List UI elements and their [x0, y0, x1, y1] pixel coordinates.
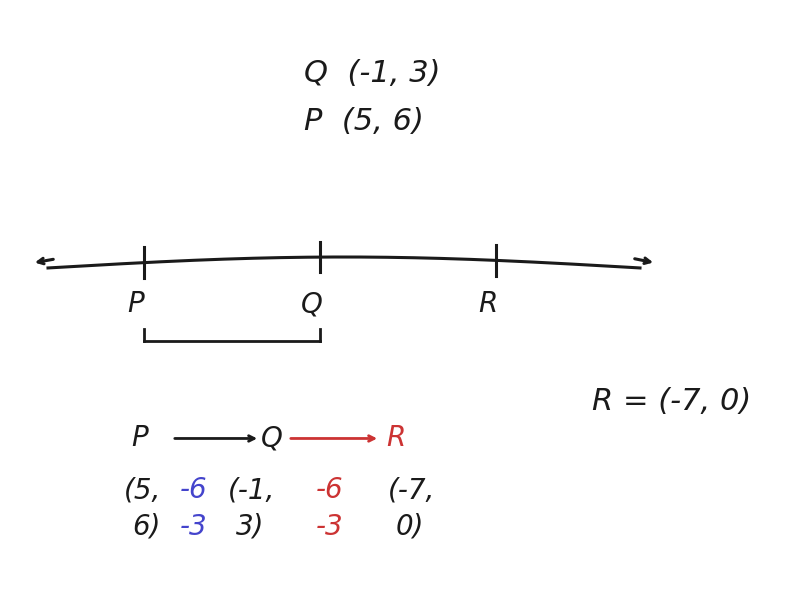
Text: Q: Q — [261, 424, 283, 452]
Text: (5,: (5, — [124, 476, 162, 504]
Text: -6: -6 — [180, 476, 208, 504]
Text: P: P — [128, 290, 144, 319]
Text: -3: -3 — [180, 513, 208, 541]
Text: Q: Q — [301, 290, 323, 319]
Text: -6: -6 — [316, 476, 344, 504]
Text: R = (-7, 0): R = (-7, 0) — [592, 387, 751, 417]
Text: -3: -3 — [316, 513, 344, 541]
Text: 3): 3) — [236, 513, 265, 541]
Text: (-7,: (-7, — [388, 476, 435, 504]
Text: 6): 6) — [132, 513, 161, 541]
Text: P: P — [132, 424, 148, 452]
Text: R: R — [386, 424, 406, 452]
Text: Q  (-1, 3): Q (-1, 3) — [304, 58, 441, 88]
Text: P  (5, 6): P (5, 6) — [304, 107, 424, 136]
Text: 0): 0) — [396, 513, 425, 541]
Text: R: R — [478, 290, 498, 319]
Text: (-1,: (-1, — [228, 476, 275, 504]
